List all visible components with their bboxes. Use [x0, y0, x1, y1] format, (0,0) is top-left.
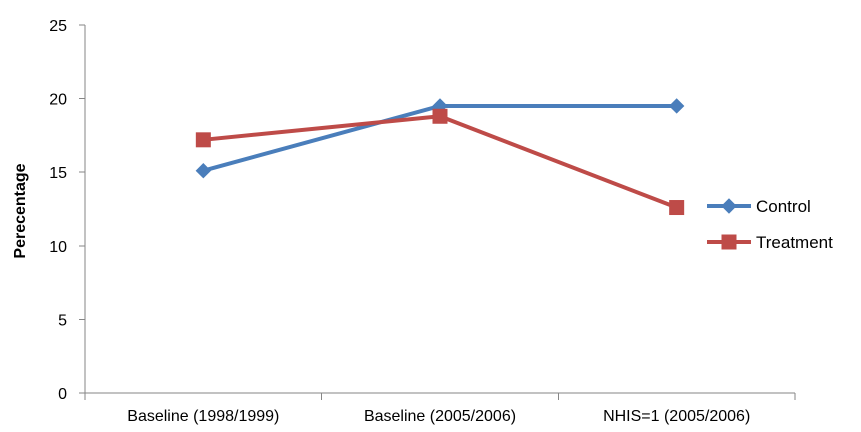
- y-axis-title: Perecentage: [12, 163, 29, 258]
- legend-swatch-marker: [721, 198, 737, 214]
- x-axis-ticks: Baseline (1998/1999) Baseline (2005/2006)…: [84, 393, 796, 425]
- y-tick-label: 20: [49, 92, 67, 109]
- y-tick-label: 15: [49, 165, 67, 182]
- y-tick-label: 25: [49, 18, 67, 35]
- y-tick-label: 0: [58, 386, 67, 403]
- data-point-treatment: [195, 132, 211, 148]
- legend: Control Treatment: [707, 197, 833, 252]
- data-point-treatment: [669, 200, 685, 216]
- legend-label: Treatment: [756, 233, 833, 252]
- data-point-control: [668, 98, 685, 114]
- legend-label: Control: [756, 197, 811, 216]
- x-tick-label: Baseline (2005/2006): [364, 408, 516, 425]
- series-layer: [195, 98, 685, 216]
- legend-item-treatment: Treatment: [707, 233, 833, 252]
- axes: [84, 25, 795, 394]
- y-tick-label: 5: [58, 312, 67, 329]
- legend-swatch-marker: [721, 234, 737, 250]
- data-point-control: [195, 163, 212, 179]
- y-tick-label: 10: [49, 239, 67, 256]
- y-axis-ticks: 0 5 10 15 20 25: [49, 18, 85, 403]
- x-tick-label: Baseline (1998/1999): [127, 408, 279, 425]
- series-line-treatment: [201, 114, 679, 210]
- legend-item-control: Control: [707, 197, 811, 216]
- x-tick-label: NHIS=1 (2005/2006): [603, 408, 750, 425]
- series-treatment: [195, 108, 685, 216]
- data-point-treatment: [432, 108, 448, 124]
- series-control: [195, 98, 685, 179]
